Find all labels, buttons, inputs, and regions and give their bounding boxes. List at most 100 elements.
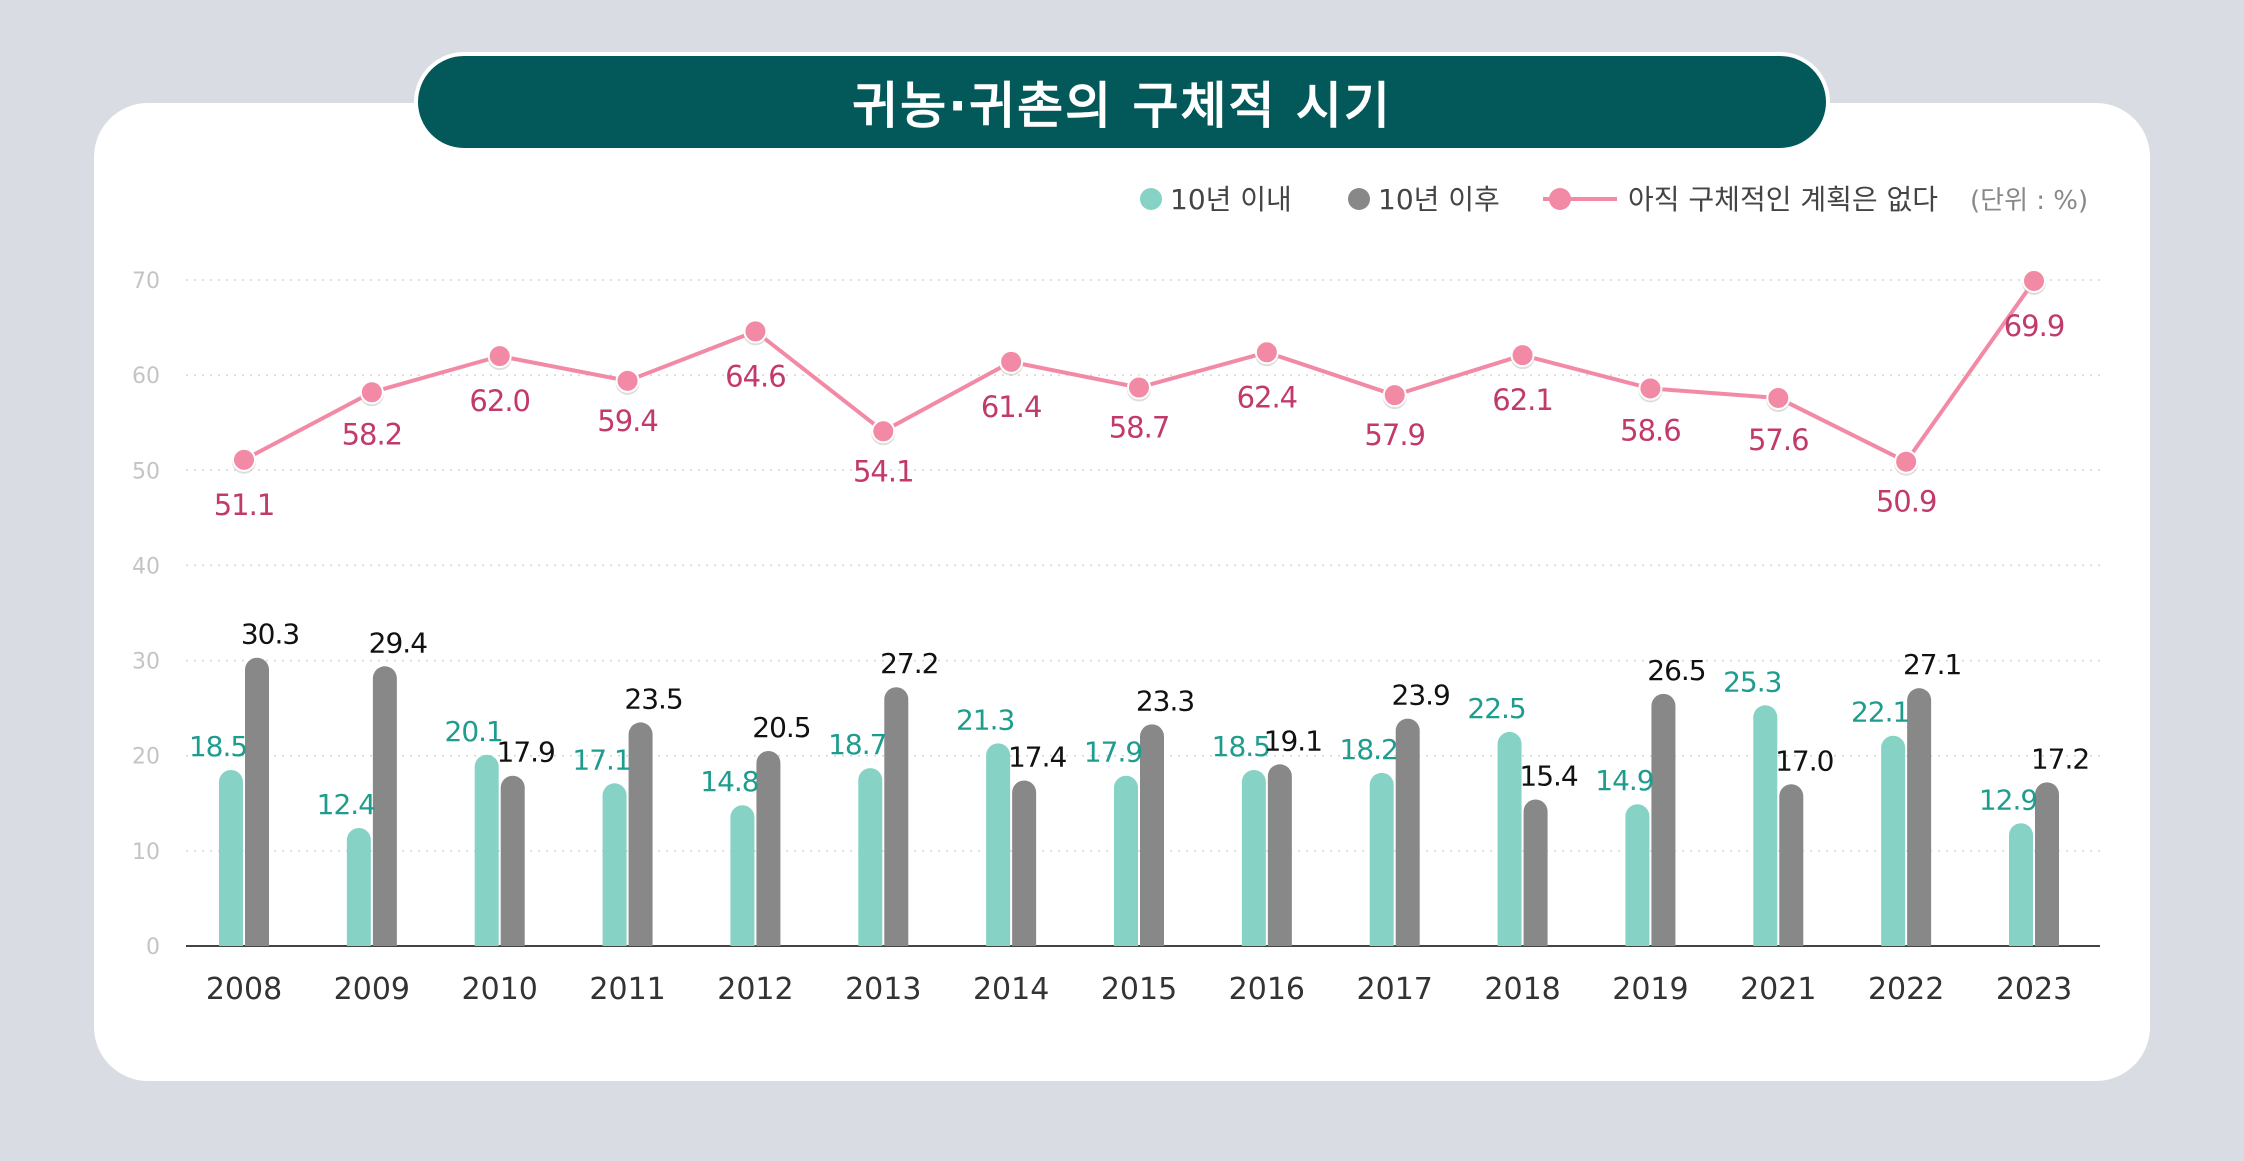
y-tick-label: 20 — [132, 745, 160, 770]
bar-within10 — [1369, 772, 1394, 946]
data-label-no-plan: 57.9 — [1364, 418, 1425, 452]
no-plan-line — [232, 268, 2046, 476]
bar-within10 — [986, 743, 1011, 946]
bar-within10 — [858, 768, 883, 946]
data-label-no-plan: 69.9 — [2004, 309, 2065, 343]
x-tick-label: 2010 — [462, 972, 538, 1007]
bar-within10 — [1241, 769, 1266, 946]
y-tick-label: 60 — [132, 364, 160, 389]
data-label-within10: 14.8 — [700, 765, 758, 798]
data-label-no-plan: 62.4 — [1237, 380, 1298, 414]
bar-within10 — [1881, 735, 1906, 946]
data-label-no-plan: 58.7 — [1109, 411, 1170, 445]
data-label-after10: 27.1 — [1903, 648, 1961, 681]
data-label-within10: 12.9 — [1979, 783, 2037, 816]
bar-within10 — [346, 828, 371, 946]
bar-after10 — [1907, 688, 1932, 946]
no-plan-point — [1127, 375, 1151, 400]
data-label-within10: 14.9 — [1595, 764, 1653, 797]
no-plan-point — [359, 380, 384, 405]
x-tick-label: 2023 — [1996, 972, 2072, 1007]
bar-after10 — [1523, 799, 1548, 946]
y-tick-label: 50 — [132, 459, 160, 484]
data-label-no-plan: 62.1 — [1492, 383, 1553, 417]
data-label-no-plan: 51.1 — [214, 488, 275, 522]
no-plan-point — [1254, 340, 1279, 365]
legend: 10년 이내 10년 이후 아직 구체적인 계획은 없다 (단위 : %) — [1140, 183, 2088, 216]
data-label-within10: 20.1 — [445, 715, 503, 748]
no-plan-point — [232, 447, 256, 472]
no-plan-point — [1894, 449, 1919, 474]
bar-after10 — [1395, 718, 1420, 946]
data-labels: 18.530.312.429.420.117.9 17.123.514.820.5… — [189, 309, 2090, 821]
no-plan-point — [615, 368, 640, 393]
legend-within10-label: 10년 이내 — [1170, 183, 1292, 216]
data-label-after10: 27.2 — [880, 647, 938, 680]
data-label-within10: 22.5 — [1467, 692, 1525, 725]
bar-after10 — [1651, 693, 1676, 946]
y-tick-label: 10 — [132, 840, 160, 865]
bar-within10 — [602, 783, 627, 946]
bars — [219, 657, 2059, 946]
bar-within10 — [1497, 731, 1522, 946]
no-plan-point — [487, 344, 512, 369]
data-label-after10: 20.5 — [752, 711, 810, 744]
legend-after10-label: 10년 이후 — [1378, 183, 1500, 216]
bar-after10 — [628, 722, 653, 946]
bar-after10 — [1267, 764, 1292, 946]
data-label-after10: 19.1 — [1264, 724, 1322, 757]
bar-within10 — [730, 805, 755, 946]
legend-noplan-label: 아직 구체적인 계획은 없다 — [1628, 183, 1938, 216]
no-plan-point — [871, 419, 896, 444]
x-tick-label: 2019 — [1612, 972, 1688, 1007]
legend-noplan-marker — [1549, 188, 1571, 210]
bar-after10 — [884, 687, 909, 946]
bar-after10 — [1140, 724, 1164, 946]
bar-after10 — [500, 775, 525, 946]
x-tick-label: 2009 — [334, 972, 410, 1007]
y-tick-label: 40 — [132, 554, 160, 579]
y-tick-label: 70 — [132, 269, 160, 294]
data-label-after10: 30.3 — [241, 618, 299, 651]
bar-within10 — [1753, 705, 1778, 946]
x-tick-label: 2018 — [1484, 972, 1560, 1007]
x-tick-label: 2017 — [1357, 972, 1433, 1007]
data-label-within10: 22.1 — [1851, 696, 1909, 729]
x-tick-label: 2012 — [717, 972, 793, 1007]
data-label-no-plan: 62.0 — [469, 384, 530, 418]
data-label-after10: 17.4 — [1008, 740, 1067, 773]
legend-within10-swatch — [1140, 188, 1162, 210]
data-label-after10: 26.5 — [1647, 654, 1705, 687]
unit-label: (단위 : %) — [1970, 186, 2088, 216]
x-axis: 2008 2009 2010 2011 2012 2013 2014 2015 2016 2017… — [206, 972, 2072, 1007]
data-label-within10: 18.5 — [1212, 730, 1270, 763]
no-plan-point — [743, 319, 768, 344]
bar-within10 — [1625, 804, 1650, 946]
x-tick-label: 2016 — [1229, 972, 1305, 1007]
no-plan-point — [1766, 385, 1791, 410]
data-label-within10: 25.3 — [1723, 665, 1781, 698]
data-label-no-plan: 57.6 — [1748, 423, 1809, 457]
x-tick-label: 2014 — [973, 972, 1049, 1007]
data-label-within10: 18.5 — [189, 730, 247, 763]
data-label-after10: 23.5 — [624, 682, 682, 715]
no-plan-point — [999, 349, 1024, 374]
bar-after10 — [2035, 782, 2059, 946]
data-label-after10: 29.4 — [369, 626, 428, 659]
bar-within10 — [219, 769, 243, 946]
data-label-no-plan: 64.6 — [725, 359, 786, 393]
data-label-no-plan: 54.1 — [853, 454, 914, 488]
bar-within10 — [2009, 823, 2033, 946]
x-tick-label: 2015 — [1101, 972, 1177, 1007]
data-label-within10: 18.7 — [828, 728, 886, 761]
y-tick-label: 30 — [132, 650, 160, 675]
data-label-after10: 15.4 — [1519, 759, 1578, 792]
data-label-within10: 18.2 — [1340, 733, 1398, 766]
x-tick-label: 2022 — [1868, 972, 1944, 1007]
data-label-within10: 17.9 — [1084, 736, 1142, 769]
no-plan-point — [1638, 376, 1663, 401]
data-label-within10: 17.1 — [572, 743, 630, 776]
bar-after10 — [756, 750, 781, 946]
bar-after10 — [1779, 784, 1804, 946]
bar-within10 — [1114, 775, 1138, 946]
